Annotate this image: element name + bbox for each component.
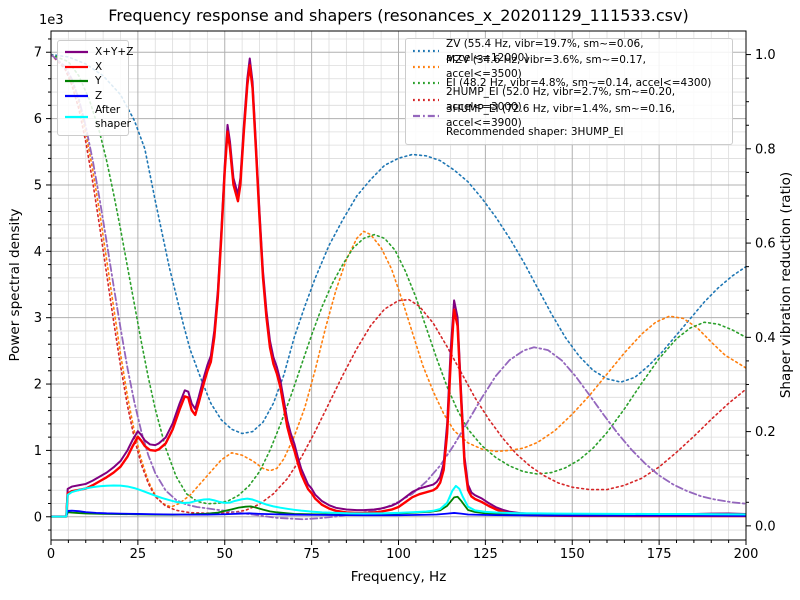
y-left-tick-label: 4	[34, 245, 42, 260]
y-right-tick-label: 0.6	[755, 237, 776, 252]
legend-item-label: Z	[95, 89, 103, 102]
zv-line-sample-icon	[413, 49, 439, 53]
y-left-tick-label: 1	[34, 444, 42, 459]
legend-item: X	[65, 60, 121, 75]
y-left-tick-label: 7	[34, 46, 42, 61]
x-line-sample-icon	[65, 65, 88, 69]
series-mzv	[51, 53, 746, 508]
chart-title: Frequency response and shapers (resonanc…	[108, 6, 689, 25]
2hump-ei-line-sample-icon	[413, 98, 439, 102]
y-right-tick-label: 0.2	[755, 425, 776, 440]
y-left-tick-label: 5	[34, 178, 42, 193]
x-tick-label: 100	[386, 547, 411, 562]
y-left-tick-label: 3	[34, 311, 42, 326]
legend-item: 3HUMP_EI (72.6 Hz, vibr=1.4%, sm~=0.16, …	[413, 103, 725, 129]
legend-item: After shaper	[65, 103, 131, 131]
legend-item-label: 3HUMP_EI (72.6 Hz, vibr=1.4%, sm~=0.16, …	[446, 102, 676, 129]
y-left-tick-label: 6	[34, 112, 42, 127]
series-after-shaper	[51, 484, 746, 518]
y-axis-offset-text: 1e3	[39, 13, 64, 28]
x-tick-label: 25	[130, 547, 147, 562]
x-tick-label: 125	[473, 547, 498, 562]
mzv-line-sample-icon	[413, 65, 439, 69]
z-line-sample-icon	[65, 94, 88, 98]
series-x	[51, 63, 746, 518]
recommended-shaper-note: Recommended shaper: 3HUMP_EI	[446, 125, 624, 138]
legend-item-label: ZV (55.4 Hz, vibr=19.7%, sm~=0.06, accel…	[446, 37, 644, 65]
x-tick-label: 150	[560, 547, 585, 562]
x-axis-label: Frequency, Hz	[350, 569, 447, 585]
x-tick-label: 0	[47, 547, 55, 562]
legend-item-label: MZV (34.6 Hz, vibr=3.6%, sm~=0.17, accel…	[446, 54, 646, 81]
tick-labels: 0 25 50 75 100 125 150 175 200 0 1 2 3 4 5 6 7 0.0 0.2 0.4 0…	[34, 46, 776, 562]
x-tick-label: 75	[303, 547, 320, 562]
legend-item: Y	[65, 74, 121, 89]
legend-item-label: Y	[95, 75, 102, 88]
legend-item: MZV (34.6 Hz, vibr=3.6%, sm~=0.17, accel…	[413, 54, 725, 80]
y-right-tick-label: 1.0	[755, 48, 776, 63]
legend-item: 2HUMP_EI (52.0 Hz, vibr=2.7%, sm~=0.20, …	[413, 86, 725, 113]
y-left-tick-label: 0	[34, 510, 42, 525]
x-tick-label: 175	[647, 547, 672, 562]
legend-item-label: X	[95, 60, 103, 73]
axis-ticks	[46, 38, 751, 545]
left-y-axis-label: Power spectral density	[7, 208, 23, 362]
legend-item-label: 2HUMP_EI (52.0 Hz, vibr=2.7%, sm~=0.20, …	[446, 86, 676, 113]
ei-line-sample-icon	[413, 81, 439, 85]
grid-minor	[51, 31, 746, 540]
after-line-sample-icon	[65, 115, 88, 119]
legend-item: Z	[65, 89, 121, 104]
right-y-axis-label: Shaper vibration reduction (ratio)	[778, 171, 794, 399]
legend-item: X+Y+Z	[65, 45, 133, 60]
shaper-legend: ZV (55.4 Hz, vibr=19.7%, sm~=0.06, accel…	[405, 38, 733, 146]
series-zv	[51, 53, 746, 435]
psd-legend: X+Y+Z X Y Z After shaper	[57, 40, 133, 137]
y-right-tick-label: 0.8	[755, 142, 776, 157]
legend-item: ZV (55.4 Hz, vibr=19.7%, sm~=0.06, accel…	[413, 38, 725, 64]
y-right-tick-label: 0.0	[755, 519, 776, 534]
psd-curves	[51, 57, 746, 518]
y-right-tick-label: 0.4	[755, 331, 776, 346]
y-line-sample-icon	[65, 79, 88, 83]
legend-item: EI (48.2 Hz, vibr=4.8%, sm~=0.14, accel<…	[413, 75, 725, 91]
x-y-z-line-sample-icon	[65, 50, 88, 54]
legend-item-label: X+Y+Z	[95, 46, 134, 59]
x-tick-label: 200	[734, 547, 759, 562]
series-2hump-ei	[51, 53, 746, 514]
y-left-tick-label: 2	[34, 378, 42, 393]
x-tick-label: 50	[216, 547, 233, 562]
legend-item-label: After shaper	[95, 104, 132, 131]
legend-item-label: EI (48.2 Hz, vibr=4.8%, sm~=0.14, accel<…	[446, 77, 712, 90]
legend-note-row: Recommended shaper: 3HUMP_EI	[413, 124, 725, 140]
3hump-ei-line-sample-icon	[413, 114, 439, 118]
series-z	[51, 509, 746, 518]
series-ei	[51, 53, 746, 505]
